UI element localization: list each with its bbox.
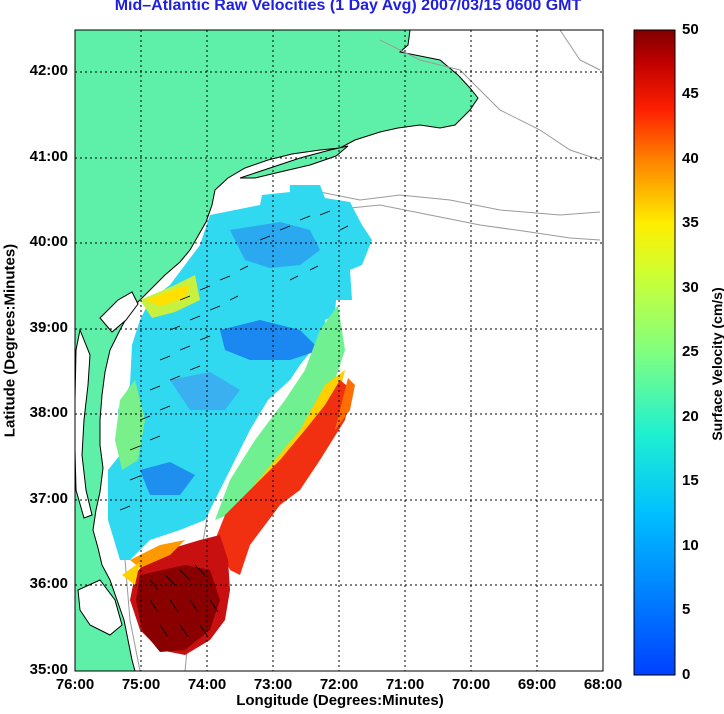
pamlico-sound <box>77 579 123 636</box>
x-tick-label: 75:00 <box>121 676 161 693</box>
x-tick-label: 76:00 <box>55 676 95 693</box>
colorbar <box>633 29 676 676</box>
colorbar-label: Surface Velocity (cm/s) <box>709 287 724 441</box>
chesapeake-bay <box>75 328 93 519</box>
colorbar-tick-label: 5 <box>682 601 691 618</box>
colorbar-tick-label: 15 <box>682 472 699 489</box>
y-tick-label: 36:00 <box>29 575 68 592</box>
current-vectors <box>119 210 349 638</box>
colorbar-tick-label: 30 <box>682 279 699 296</box>
land-mass <box>75 30 479 671</box>
x-tick-label: 68:00 <box>583 676 623 693</box>
y-tick-label: 38:00 <box>29 404 68 421</box>
colorbar-tick-label: 35 <box>682 214 699 231</box>
x-tick-label: 73:00 <box>253 676 293 693</box>
y-axis-label: Latitude (Degrees:Minutes) <box>1 243 19 438</box>
colorbar-tick-label: 50 <box>682 21 699 38</box>
y-tick-label: 39:00 <box>29 319 68 336</box>
colorbar-tick-label: 25 <box>682 343 699 360</box>
delaware-bay <box>99 291 139 333</box>
chart-title: Mid–Atlantic Raw Velocities (1 Day Avg) … <box>114 0 582 14</box>
colorbar-tick-label: 10 <box>682 537 699 554</box>
colorbar-tick-label: 40 <box>682 150 699 167</box>
y-tick-label: 42:00 <box>29 62 68 79</box>
velocity-field <box>108 185 372 655</box>
y-tick-label: 40:00 <box>29 233 68 250</box>
x-tick-label: 71:00 <box>385 676 425 693</box>
grid-lines <box>75 30 603 671</box>
x-tick-label: 74:00 <box>187 676 227 693</box>
y-tick-label: 35:00 <box>29 661 68 678</box>
y-tick-label: 41:00 <box>29 148 68 165</box>
colorbar-tick-label: 0 <box>682 666 691 683</box>
plot-frame <box>74 29 604 672</box>
x-tick-label: 69:00 <box>517 676 557 693</box>
long-island <box>239 145 349 179</box>
x-axis-label: Longitude (Degrees:Minutes) <box>236 692 444 709</box>
y-tick-label: 37:00 <box>29 490 68 507</box>
x-tick-label: 70:00 <box>451 676 491 693</box>
colorbar-tick-label: 45 <box>682 85 699 102</box>
colorbar-tick-label: 20 <box>682 408 699 425</box>
x-tick-label: 72:00 <box>319 676 359 693</box>
